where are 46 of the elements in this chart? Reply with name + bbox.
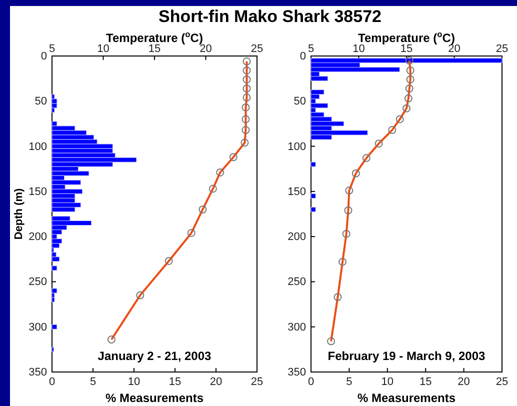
- x2-tick-label: 20: [448, 43, 460, 55]
- y-tick-label: 350: [28, 366, 47, 379]
- x-tick-label: 0: [308, 376, 314, 388]
- x2-tick-label: 10: [352, 43, 365, 55]
- y-tick-label: 300: [28, 321, 47, 334]
- y-tick-label: 350: [288, 366, 306, 379]
- y-tick-label: 0: [40, 50, 47, 63]
- y-tick-label: 200: [28, 231, 47, 244]
- x-tick-label: 20: [458, 376, 470, 388]
- x2-tick-label: 10: [97, 43, 110, 55]
- y-tick-label: 200: [288, 231, 306, 244]
- y-tick-label: 300: [288, 321, 306, 334]
- x-tick-label: 25: [250, 376, 264, 388]
- y-tick-label: 100: [288, 140, 306, 153]
- y-tick-label: 150: [288, 186, 306, 198]
- x-tick-label: 15: [168, 376, 182, 388]
- x-tick-label: 25: [496, 376, 508, 388]
- x-axis-title: % Measurements: [357, 391, 456, 405]
- y-tick-label: 150: [28, 186, 47, 198]
- x-axis-title: % Measurements: [105, 391, 204, 405]
- y-tick-label: 50: [294, 96, 306, 108]
- x-tick-label: 5: [90, 376, 96, 388]
- annotation: February 19 - March 9, 2003: [328, 349, 486, 363]
- x2-axis-title: Temperature ($^{o}$C): [358, 29, 455, 45]
- x2-tick-label: 15: [400, 43, 413, 55]
- chart-title: Short-fin Mako Shark 38572: [158, 7, 382, 26]
- y-axis-title: Depth (m): [13, 188, 25, 240]
- x-tick-label: 10: [381, 376, 394, 388]
- x-tick-label: 5: [346, 376, 352, 388]
- y-tick-label: 250: [28, 276, 47, 288]
- y-tick-label: 50: [34, 96, 47, 108]
- x2-tick-label: 15: [148, 43, 161, 55]
- y-tick-label: 0: [300, 50, 306, 63]
- x2-tick-label: 20: [200, 43, 212, 55]
- x2-tick-label: 25: [250, 43, 264, 55]
- x2-tick-label: 5: [308, 43, 314, 55]
- y-tick-label: 100: [28, 140, 47, 153]
- x-tick-label: 10: [128, 376, 140, 388]
- x2-axis-title: Temperature ($^{o}$C): [106, 29, 203, 45]
- x2-tick-label: 5: [48, 43, 56, 55]
- annotation: January 2 - 21, 2003: [98, 349, 212, 363]
- x-tick-label: 0: [48, 376, 56, 388]
- x2-tick-label: 25: [496, 43, 508, 55]
- x-tick-label: 15: [419, 376, 432, 388]
- y-tick-label: 250: [288, 276, 306, 288]
- x-tick-label: 20: [210, 376, 222, 388]
